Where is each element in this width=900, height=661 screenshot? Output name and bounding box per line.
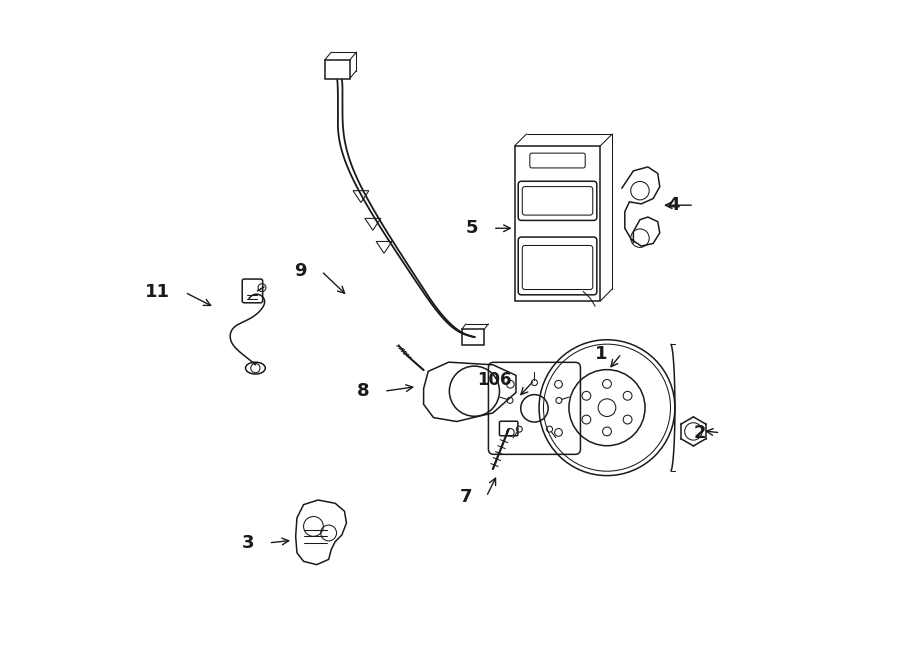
Text: 9: 9 xyxy=(294,262,307,280)
Text: 1: 1 xyxy=(595,344,607,363)
Text: 106: 106 xyxy=(477,371,511,389)
Text: 4: 4 xyxy=(667,196,680,214)
Text: 3: 3 xyxy=(241,534,254,552)
Text: 2: 2 xyxy=(693,424,706,442)
Text: 7: 7 xyxy=(459,488,472,506)
Text: 11: 11 xyxy=(145,284,170,301)
Text: 8: 8 xyxy=(357,382,370,400)
Text: 5: 5 xyxy=(466,219,479,237)
